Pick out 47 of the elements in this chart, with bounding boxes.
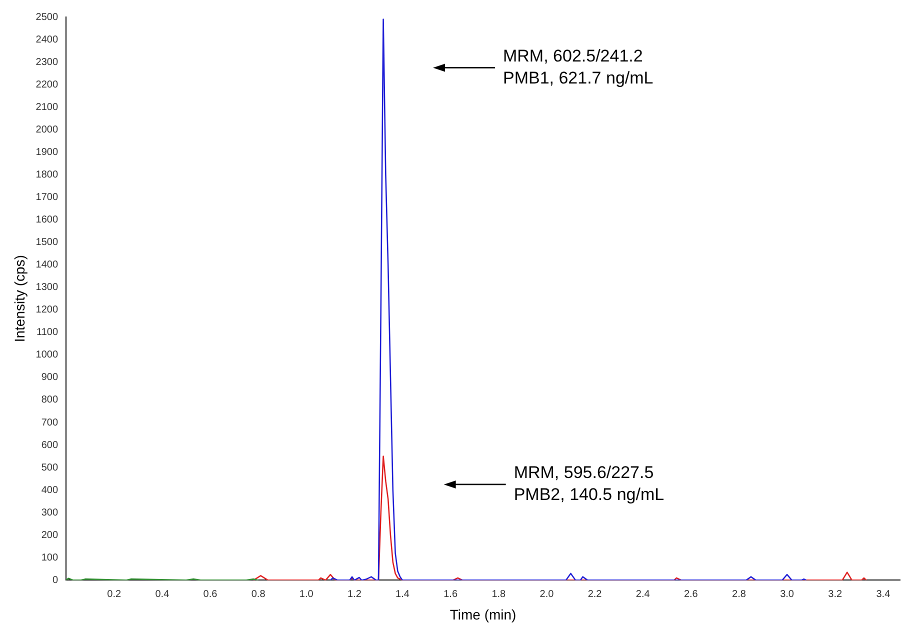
x-tick-label: 2.4 xyxy=(636,588,650,600)
y-tick-label: 100 xyxy=(41,552,58,564)
x-tick-label: 1.2 xyxy=(347,588,362,600)
y-tick-label: 2100 xyxy=(36,102,58,113)
x-axis-title: Time (min) xyxy=(450,606,516,622)
x-tick-label: 2.6 xyxy=(684,588,698,600)
y-tick-label: 2000 xyxy=(36,124,58,136)
y-tick-label: 400 xyxy=(41,484,58,496)
x-tick-label: 0.4 xyxy=(155,588,170,600)
y-tick-label: 700 xyxy=(41,417,58,428)
y-tick-label: 0 xyxy=(52,574,58,586)
x-tick-label: 2.0 xyxy=(540,588,554,600)
x-tick-label: 2.8 xyxy=(732,588,746,600)
y-tick-label: 1700 xyxy=(36,192,58,203)
y-tick-label: 1800 xyxy=(36,169,58,180)
x-tick-label: 0.6 xyxy=(203,588,218,600)
y-tick-label: 2400 xyxy=(36,34,58,46)
y-tick-label: 300 xyxy=(41,507,58,518)
y-tick-label: 500 xyxy=(41,462,58,474)
y-axis-title: Intensity (cps) xyxy=(11,255,28,342)
y-tick-label: 1300 xyxy=(36,282,58,294)
y-tick-label: 1000 xyxy=(36,350,58,361)
x-tick-label: 3.0 xyxy=(780,588,794,600)
x-tick-label: 1.4 xyxy=(396,588,410,600)
y-tick-label: 1500 xyxy=(36,237,58,248)
y-tick-label: 2300 xyxy=(36,56,58,68)
x-tick-label: 1.0 xyxy=(299,588,314,600)
y-tick-label: 2200 xyxy=(36,79,58,90)
y-tick-label: 1600 xyxy=(36,214,58,226)
x-tick-label: 3.4 xyxy=(876,588,891,600)
y-tick-label: 200 xyxy=(41,530,58,541)
y-tick-label: 1400 xyxy=(36,260,58,271)
x-tick-label: 0.2 xyxy=(107,588,122,600)
y-tick-label: 800 xyxy=(41,394,58,406)
y-tick-label: 600 xyxy=(41,440,58,451)
x-tick-label: 1.6 xyxy=(444,588,458,600)
y-tick-label: 900 xyxy=(41,372,58,384)
x-tick-label: 1.8 xyxy=(492,588,506,600)
y-tick-label: 1100 xyxy=(36,327,58,338)
x-tick-label: 3.2 xyxy=(828,588,842,600)
y-tick-label: 1200 xyxy=(36,304,58,316)
x-tick-label: 0.8 xyxy=(251,588,266,600)
annotation: MRM, 602.5/241.2 PMB1, 621.7 ng/mL xyxy=(502,46,654,88)
annotation: MRM, 595.6/227.5 PMB2, 140.5 ng/mL xyxy=(514,463,664,504)
y-tick-label: 1900 xyxy=(36,146,58,158)
x-tick-label: 2.2 xyxy=(588,588,602,600)
y-tick-label: 2500 xyxy=(36,12,58,23)
